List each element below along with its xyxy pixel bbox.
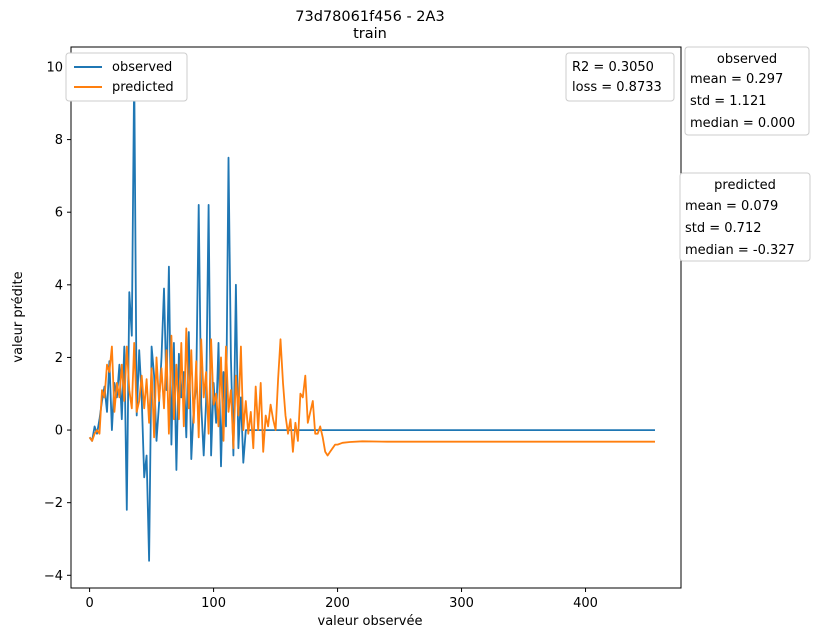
legend-label-observed: observed [112, 60, 172, 75]
series-layer [88, 69, 655, 562]
stats-title-observed: observed [717, 52, 777, 67]
x-axis-label: valeur observée [318, 614, 423, 629]
stats-median-observed: median = 0.000 [690, 116, 795, 131]
x-tick-label: 100 [201, 596, 226, 611]
chart-title: 73d78061f456 - 2A3 [295, 9, 444, 25]
y-axis-label: valeur prédite [11, 271, 26, 362]
x-axis-ticks: 0 100 200 300 400 [85, 588, 598, 611]
stats-box-observed: observed mean = 0.297 std = 1.121 median… [684, 46, 810, 136]
y-tick-label: 4 [55, 278, 63, 293]
y-tick-label: 6 [55, 206, 63, 221]
x-tick-label: 0 [85, 596, 93, 611]
y-tick-label: −4 [44, 569, 63, 584]
x-tick-label: 200 [325, 596, 350, 611]
stats-std-predicted: std = 0.712 [685, 221, 762, 236]
y-tick-label: 10 [46, 60, 63, 75]
y-axis-ticks: −4 −2 0 2 4 6 8 10 [44, 60, 71, 584]
y-tick-label: 2 [55, 351, 63, 366]
stats-frame-predicted [679, 172, 811, 262]
series-line-predicted [88, 327, 655, 457]
stats-title-predicted: predicted [714, 178, 776, 193]
stats-median-predicted: median = -0.327 [685, 243, 795, 258]
stats-mean-observed: mean = 0.297 [690, 72, 783, 87]
y-tick-label: −2 [44, 496, 63, 511]
stats-mean-predicted: mean = 0.079 [685, 199, 778, 214]
legend: observed predicted [65, 52, 188, 102]
stats-box-predicted: predicted mean = 0.079 std = 0.712 media… [679, 172, 811, 262]
chart-subtitle: train [353, 26, 387, 42]
metric-r2: R2 = 0.3050 [572, 60, 654, 75]
metric-loss: loss = 0.8733 [572, 80, 662, 95]
series-line-observed [88, 69, 655, 562]
y-tick-label: 0 [55, 424, 63, 439]
stats-frame-observed [684, 46, 810, 136]
plot-frame [70, 46, 682, 589]
legend-label-predicted: predicted [112, 80, 174, 95]
legend-box [65, 52, 188, 102]
x-tick-label: 400 [573, 596, 598, 611]
y-tick-label: 8 [55, 133, 63, 148]
metrics-frame [565, 52, 675, 102]
metrics-box: R2 = 0.3050 loss = 0.8733 [565, 52, 675, 102]
stats-std-observed: std = 1.121 [690, 94, 767, 109]
x-tick-label: 300 [449, 596, 474, 611]
